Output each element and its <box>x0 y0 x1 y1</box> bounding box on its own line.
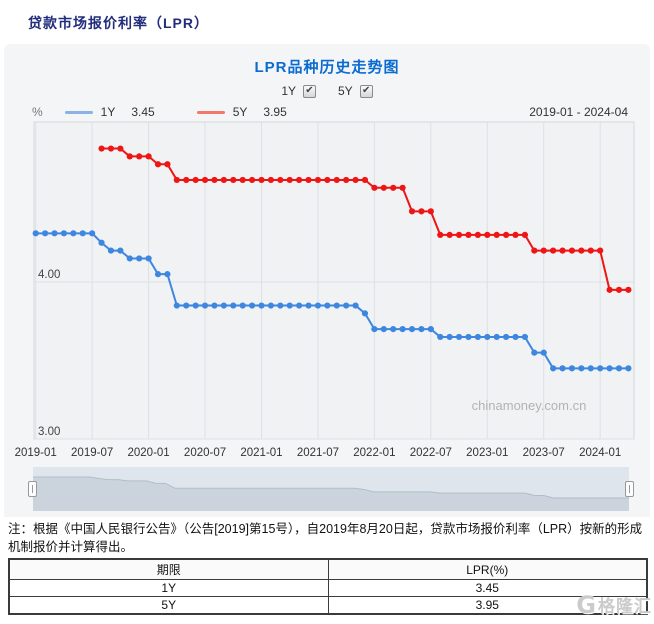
svg-text:2019-01: 2019-01 <box>15 447 57 459</box>
legend-5y-value: 3.95 <box>263 105 286 119</box>
legend-1y-label: 1Y <box>101 105 116 119</box>
toggle-1y-checkbox[interactable]: ✔ <box>303 85 316 98</box>
gelonghui-logo-icon: G <box>576 593 596 617</box>
footnote: 注：根据《中国人民银行公告》（公告[2019]第15号），自2019年8月20日… <box>8 521 650 556</box>
lpr-table: 期限 LPR(%) 1Y 3.45 5Y 3.95 <box>8 558 648 615</box>
svg-text:2021-07: 2021-07 <box>297 447 339 459</box>
legend-1y-value: 3.45 <box>131 105 154 119</box>
navigator-right-handle[interactable] <box>625 481 634 497</box>
table-header-row: 期限 LPR(%) <box>9 559 647 580</box>
chart-panel: LPR品种历史走势图 1Y ✔ 5Y ✔ % 1Y 3.45 5Y 3.95 2… <box>4 44 650 517</box>
lpr-line-chart: 4.00 3.00 chinamoney.com.cn 2019-01 2019-07 2… <box>0 118 654 464</box>
series-toggle-row: 1Y ✔ 5Y ✔ <box>4 84 650 98</box>
legend-1y-swatch <box>65 111 93 114</box>
table-header-term: 期限 <box>9 559 328 580</box>
svg-text:2022-01: 2022-01 <box>353 447 395 459</box>
legend-5y-label: 5Y <box>233 105 248 119</box>
navigator-left-handle[interactable] <box>28 481 37 497</box>
svg-text:2021-01: 2021-01 <box>240 447 282 459</box>
legend: % 1Y 3.45 5Y 3.95 2019-01 - 2024-04 <box>32 105 628 119</box>
svg-text:4.00: 4.00 <box>38 269 60 281</box>
table-cell-term: 1Y <box>9 580 328 597</box>
navigator-thumbnail <box>33 467 629 511</box>
svg-text:2023-01: 2023-01 <box>466 447 508 459</box>
chart-title: LPR品种历史走势图 <box>4 56 650 77</box>
check-icon: ✔ <box>305 86 313 96</box>
toggle-5y-label: 5Y <box>338 84 353 98</box>
gelonghui-watermark-logo: G 格隆汇 <box>576 592 652 617</box>
svg-text:3.00: 3.00 <box>38 426 60 438</box>
table-row: 5Y 3.95 <box>9 597 647 615</box>
toggle-5y-checkbox[interactable]: ✔ <box>360 85 373 98</box>
svg-text:2020-01: 2020-01 <box>127 447 169 459</box>
svg-text:2023-07: 2023-07 <box>523 447 565 459</box>
svg-text:chinamoney.com.cn: chinamoney.com.cn <box>472 398 587 413</box>
legend-5y-swatch <box>197 111 225 114</box>
check-icon: ✔ <box>362 86 370 96</box>
page: 贷款市场报价利率（LPR） LPR品种历史走势图 1Y ✔ 5Y ✔ % 1Y … <box>0 0 654 624</box>
y-axis-unit-label: % <box>32 105 43 119</box>
page-title: 贷款市场报价利率（LPR） <box>28 13 209 33</box>
gelonghui-logo-text: 格隆汇 <box>598 592 652 617</box>
table-row: 1Y 3.45 <box>9 580 647 597</box>
svg-text:2022-07: 2022-07 <box>410 447 452 459</box>
table-cell-term: 5Y <box>9 597 328 615</box>
svg-text:2020-07: 2020-07 <box>184 447 226 459</box>
toggle-1y-label: 1Y <box>281 84 296 98</box>
table-header-rate: LPR(%) <box>328 559 647 580</box>
svg-text:2019-07: 2019-07 <box>71 447 113 459</box>
svg-text:2024-01: 2024-01 <box>579 447 621 459</box>
range-navigator[interactable] <box>33 467 629 511</box>
date-range-label: 2019-01 - 2024-04 <box>529 105 628 119</box>
